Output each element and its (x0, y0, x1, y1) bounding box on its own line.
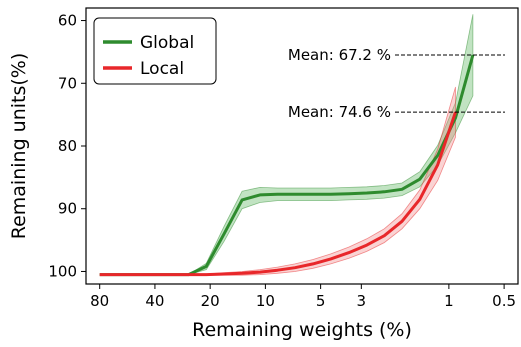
x-tick-label: 3 (357, 292, 367, 310)
legend-label-global: Global (140, 33, 194, 53)
x-tick-label: 10 (256, 292, 275, 310)
band-local (99, 86, 456, 276)
line-local (99, 111, 457, 277)
x-tick-label: 5 (316, 292, 326, 310)
y-axis-title: Remaining units(%) (8, 53, 30, 240)
y-tick-label: 60 (58, 12, 77, 30)
x-axis-ticks: 80 40 20 10 5 3 1 0.5 (90, 284, 516, 310)
series-lines (99, 54, 475, 277)
mean-annotation-label: Mean: 74.6 % (288, 103, 391, 121)
mean-annotations: Mean: 67.2 % Mean: 74.6 % (288, 46, 505, 121)
y-axis-ticks: 60 70 80 90 100 (48, 12, 86, 280)
legend: Global Local (93, 17, 217, 85)
x-tick-label: 40 (145, 292, 164, 310)
y-tick-label: 70 (58, 74, 77, 92)
y-tick-label: 90 (58, 200, 77, 218)
x-tick-label: 20 (201, 292, 220, 310)
x-tick-label: 1 (444, 292, 454, 310)
x-tick-label: 0.5 (492, 292, 516, 310)
line-global (99, 54, 475, 277)
legend-label-local: Local (140, 59, 184, 79)
y-tick-label: 80 (58, 137, 77, 155)
mean-annotation-label: Mean: 67.2 % (288, 46, 391, 64)
y-tick-label: 100 (48, 262, 77, 280)
x-tick-label: 80 (90, 292, 109, 310)
x-axis-title: Remaining weights (%) (192, 319, 412, 341)
